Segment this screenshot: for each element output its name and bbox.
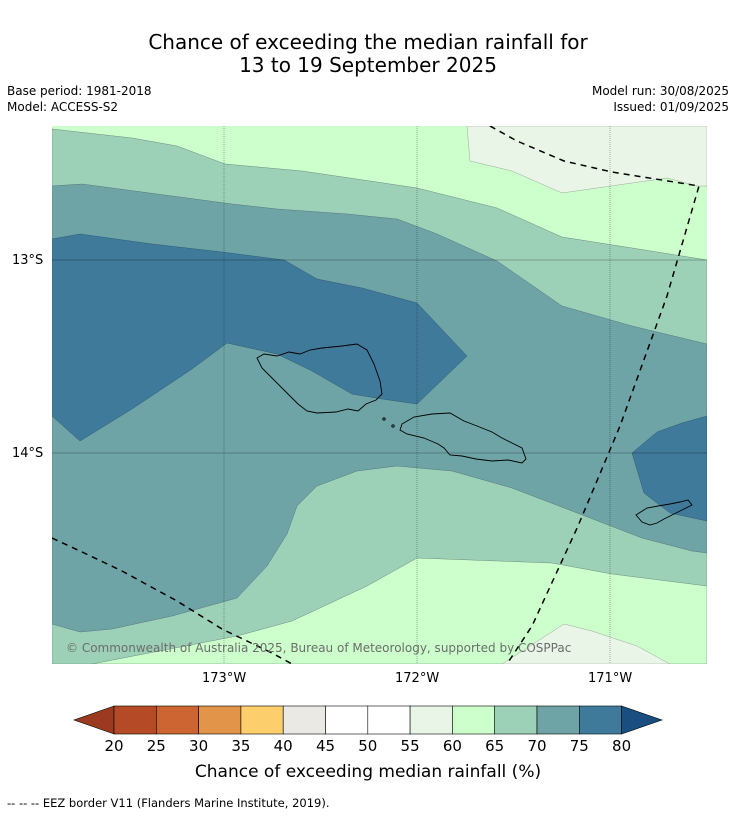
colorbar-tick-label: 70 bbox=[527, 737, 547, 755]
colorbar-tick-label: 75 bbox=[569, 737, 589, 755]
colorbar-segment bbox=[452, 705, 495, 735]
zone-75-80-east bbox=[631, 415, 707, 522]
lon-tick-172w: 172°W bbox=[395, 671, 440, 686]
colorbar-title: Chance of exceeding median rainfall (%) bbox=[194, 762, 542, 782]
lon-tick-173w: 173°W bbox=[202, 671, 247, 686]
copyright-notice: © Commonwealth of Australia 2025, Bureau… bbox=[66, 641, 572, 655]
colorbar-tick-label: 80 bbox=[612, 737, 632, 755]
colorbar-tick-label: 65 bbox=[485, 737, 505, 755]
base-period: Base period: 1981-2018 bbox=[7, 84, 152, 98]
colorbar-min-extend bbox=[73, 705, 115, 735]
lat-tick-13s: 13°S bbox=[12, 253, 44, 268]
colorbar-segment bbox=[282, 705, 326, 735]
colorbar-segment bbox=[240, 705, 284, 735]
colorbar-segment bbox=[156, 705, 199, 735]
rainfall-map: © Commonwealth of Australia 2025, Bureau… bbox=[52, 126, 707, 664]
colorbar-segment bbox=[578, 705, 622, 735]
lat-tick-14s: 14°S bbox=[12, 446, 44, 461]
title-line-1: Chance of exceeding the median rainfall … bbox=[148, 30, 588, 54]
map-svg bbox=[52, 126, 707, 664]
islet-icon bbox=[391, 424, 395, 428]
colorbar-tick-label: 55 bbox=[400, 737, 420, 755]
colorbar-tick-label: 40 bbox=[273, 737, 293, 755]
meta-left: Base period: 1981-2018 Model: ACCESS-S2 bbox=[7, 83, 152, 115]
graticule bbox=[52, 126, 707, 664]
title-line-2: 13 to 19 September 2025 bbox=[239, 53, 497, 77]
zone-55-60-south bbox=[501, 623, 671, 664]
model-name: Model: ACCESS-S2 bbox=[7, 100, 119, 114]
colorbar bbox=[73, 705, 663, 735]
islet-icon bbox=[382, 417, 386, 421]
eez-footnote: -- -- -- EEZ border V11 (Flanders Marine… bbox=[7, 796, 330, 810]
tutuila-island-icon bbox=[635, 499, 693, 526]
savaii-island-icon bbox=[256, 343, 383, 414]
island-outlines bbox=[256, 343, 693, 526]
colorbar-tick-label: 60 bbox=[442, 737, 462, 755]
model-run: Model run: 30/08/2025 bbox=[591, 84, 729, 98]
colorbar-max-extend bbox=[621, 705, 663, 735]
colorbar-segment bbox=[409, 705, 453, 735]
meta-right: Model run: 30/08/2025 Issued: 01/09/2025 bbox=[592, 83, 729, 115]
colorbar-tick-label: 50 bbox=[358, 737, 378, 755]
map-title: Chance of exceeding the median rainfall … bbox=[0, 31, 736, 77]
zone-75-80-west bbox=[52, 233, 468, 442]
issued-date: Issued: 01/09/2025 bbox=[613, 100, 729, 114]
colorbar-segment bbox=[536, 705, 580, 735]
colorbar-tick-label: 20 bbox=[104, 737, 124, 755]
zone-55-60 bbox=[466, 126, 707, 194]
colorbar-segment bbox=[325, 705, 369, 735]
colorbar-segment bbox=[367, 705, 411, 735]
eez-border bbox=[52, 126, 700, 664]
colorbar-segments bbox=[73, 705, 663, 735]
colorbar-segment bbox=[113, 705, 157, 735]
colorbar-segment bbox=[494, 705, 538, 735]
colorbar-tick-label: 25 bbox=[146, 737, 166, 755]
colorbar-tick-label: 45 bbox=[315, 737, 336, 755]
upolu-island-icon bbox=[399, 412, 527, 464]
colorbar-tick-label: 35 bbox=[231, 737, 251, 755]
lon-tick-171w: 171°W bbox=[588, 671, 633, 686]
colorbar-tick-label: 30 bbox=[189, 737, 209, 755]
colorbar-segment bbox=[198, 705, 242, 735]
